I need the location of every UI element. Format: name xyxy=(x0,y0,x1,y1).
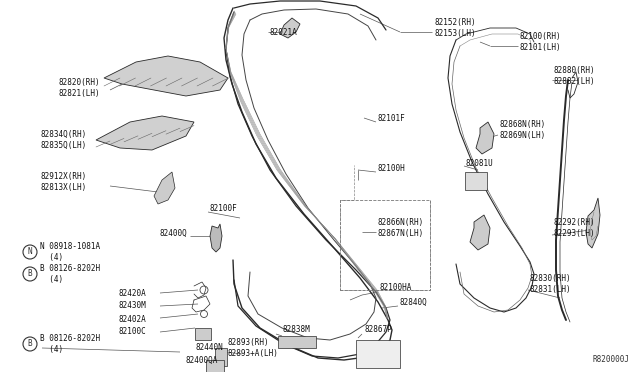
Text: 82866N(RH)
82867N(LH): 82866N(RH) 82867N(LH) xyxy=(378,218,424,238)
Text: 82400Q: 82400Q xyxy=(160,228,188,237)
Text: B 08126-8202H
  (4): B 08126-8202H (4) xyxy=(40,334,100,354)
Text: 82100C: 82100C xyxy=(118,327,146,337)
Text: 82834Q(RH)
82835Q(LH): 82834Q(RH) 82835Q(LH) xyxy=(40,130,86,150)
Text: 82893(RH)
82893+A(LH): 82893(RH) 82893+A(LH) xyxy=(228,338,279,358)
Bar xyxy=(340,200,430,290)
Text: B: B xyxy=(28,340,32,349)
Text: B: B xyxy=(28,269,32,279)
Polygon shape xyxy=(280,18,300,38)
Bar xyxy=(195,328,211,340)
Bar xyxy=(465,172,487,190)
Text: 82081U: 82081U xyxy=(466,158,493,167)
Text: 82101F: 82101F xyxy=(378,113,406,122)
Text: 82292(RH)
82293(LH): 82292(RH) 82293(LH) xyxy=(554,218,596,238)
Polygon shape xyxy=(586,198,600,248)
Text: N: N xyxy=(28,247,32,257)
Text: 82100(RH)
82101(LH): 82100(RH) 82101(LH) xyxy=(520,32,562,52)
Text: 82100H: 82100H xyxy=(378,164,406,173)
Polygon shape xyxy=(154,172,175,204)
Text: B 08126-8202H
  (4): B 08126-8202H (4) xyxy=(40,264,100,284)
Text: 82840Q: 82840Q xyxy=(400,298,428,307)
Text: 82440N: 82440N xyxy=(196,343,224,353)
Polygon shape xyxy=(96,116,194,150)
Text: 82420A: 82420A xyxy=(118,289,146,298)
Bar xyxy=(356,340,400,368)
Bar xyxy=(206,360,224,372)
Text: 82400QA: 82400QA xyxy=(186,356,218,365)
Text: 82868N(RH)
82869N(LH): 82868N(RH) 82869N(LH) xyxy=(500,120,547,140)
Bar xyxy=(278,336,316,348)
Polygon shape xyxy=(470,215,490,250)
Polygon shape xyxy=(104,56,228,96)
Text: 82880(RH)
82882(LH): 82880(RH) 82882(LH) xyxy=(554,66,596,86)
Text: R820000J: R820000J xyxy=(593,355,630,364)
Polygon shape xyxy=(476,122,494,154)
Text: 82838M: 82838M xyxy=(283,326,311,334)
Text: 82912X(RH)
82813X(LH): 82912X(RH) 82813X(LH) xyxy=(40,172,86,192)
Polygon shape xyxy=(210,224,222,252)
Text: N 08918-1081A
  (4): N 08918-1081A (4) xyxy=(40,242,100,262)
Text: 82820(RH)
82821(LH): 82820(RH) 82821(LH) xyxy=(58,78,100,98)
Text: 82867P: 82867P xyxy=(365,326,393,334)
Bar xyxy=(215,348,227,366)
Text: 82021A: 82021A xyxy=(270,28,298,36)
Text: 82100HA: 82100HA xyxy=(380,283,412,292)
Text: 82100F: 82100F xyxy=(210,203,237,212)
Text: 82152(RH)
82153(LH): 82152(RH) 82153(LH) xyxy=(435,18,477,38)
Text: 82430M: 82430M xyxy=(118,301,146,311)
Text: 82402A: 82402A xyxy=(118,314,146,324)
Text: 82830(RH)
82831(LH): 82830(RH) 82831(LH) xyxy=(530,274,572,294)
